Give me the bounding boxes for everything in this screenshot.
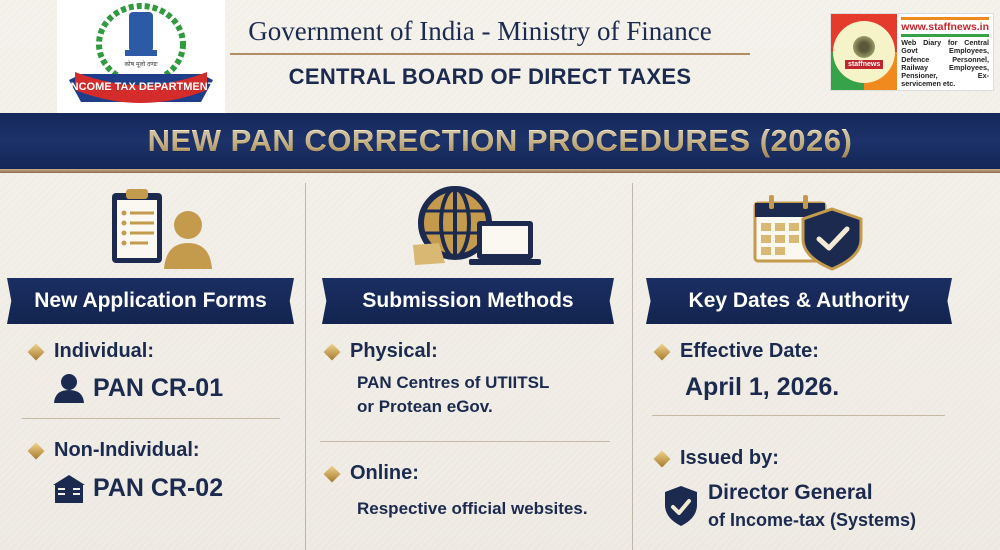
title-banner: NEW PAN CORRECTION PROCEDURES (2026): [0, 113, 1000, 169]
diamond-bullet-icon: [27, 343, 45, 360]
issuer-line1: Director General: [708, 481, 873, 504]
diamond-bullet-icon: [323, 465, 341, 482]
calendar-shield-icon: [737, 183, 867, 273]
form-individual: PAN CR-01: [53, 373, 223, 403]
staffnews-url[interactable]: www.staffnews.in: [901, 17, 989, 37]
issuer-line2: of Income-tax (Systems): [708, 510, 917, 530]
emblem-icon: कोष मूलो दण्डः INCOME TAX DEPARTMENT: [68, 3, 215, 103]
list-item-effective-date: Effective Date:: [653, 340, 819, 363]
list-item-online: Online:: [323, 462, 419, 485]
list-item-individual: Individual:: [27, 340, 154, 363]
person-icon: [54, 374, 84, 403]
separator: [652, 415, 945, 416]
svg-text:कोष मूलो दण्डः: कोष मूलो दण्डः: [124, 60, 158, 68]
column-submission-methods: Submission Methods Physical: PAN Centres…: [305, 175, 632, 550]
list-item-issued-by: Issued by:: [653, 447, 779, 470]
microphone-icon: [853, 35, 876, 58]
column-application-forms: New Application Forms Individual: PAN CR…: [0, 175, 305, 550]
effective-date-value: April 1, 2026.: [685, 373, 840, 401]
page-title: NEW PAN CORRECTION PROCEDURES (2026): [147, 123, 853, 158]
header-rule: [230, 53, 750, 55]
income-tax-department-logo: कोष मूलो दण्डः INCOME TAX DEPARTMENT: [57, 0, 225, 114]
physical-line1: PAN Centres of UTIITSL: [357, 373, 550, 392]
staffnews-logo[interactable]: staffnews www.staffnews.in Web Diary for…: [830, 13, 994, 91]
column-divider: [305, 183, 306, 550]
clipboard-person-icon: [100, 183, 230, 273]
building-icon: [53, 475, 85, 503]
separator: [22, 418, 280, 419]
diamond-bullet-icon: [27, 442, 45, 459]
section-heading-forms: New Application Forms: [7, 278, 294, 324]
banner-underline: [0, 169, 1000, 173]
diamond-bullet-icon: [653, 450, 671, 467]
physical-line2: or Protean eGov.: [357, 397, 493, 416]
staffnews-badge: staffnews: [831, 14, 898, 90]
staffnews-description: Web Diary for Central Govt Employees, De…: [901, 38, 989, 89]
separator: [320, 441, 610, 442]
diamond-bullet-icon: [323, 343, 341, 360]
column-divider: [632, 183, 633, 550]
list-item-non-individual: Non-Individual:: [27, 439, 200, 462]
online-line1: Respective official websites.: [357, 499, 588, 518]
section-heading-submission: Submission Methods: [322, 278, 614, 324]
form-non-individual: PAN CR-02: [53, 473, 223, 503]
list-item-physical: Physical:: [323, 340, 438, 363]
shield-check-icon: [665, 486, 697, 526]
column-key-dates: Key Dates & Authority Effective Date: Ap…: [632, 175, 1000, 550]
section-heading-key-dates: Key Dates & Authority: [646, 278, 952, 324]
svg-text:INCOME TAX DEPARTMENT: INCOME TAX DEPARTMENT: [68, 81, 215, 93]
globe-laptop-icon: [405, 183, 541, 273]
diamond-bullet-icon: [653, 343, 671, 360]
cbdt-subtitle: CENTRAL BOARD OF DIRECT TAXES: [288, 64, 692, 89]
government-title: Government of India - Ministry of Financ…: [248, 16, 712, 46]
